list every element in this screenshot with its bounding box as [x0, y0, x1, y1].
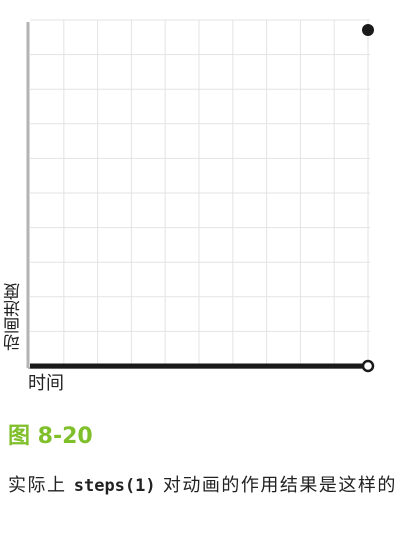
caption-code: steps(1) [73, 476, 156, 496]
chart-grid [30, 19, 370, 367]
caption-text-after: 对动画的作用结果是这样的 [155, 475, 397, 496]
y-axis-label: 动画进度 [4, 283, 24, 352]
chart-axes [26, 22, 368, 369]
x-axis-label: 时间 [28, 373, 64, 394]
data-point-hollow [361, 359, 375, 373]
chart-series [30, 24, 375, 373]
data-point-filled [362, 24, 374, 36]
step-chart [26, 19, 375, 373]
figure-caption: 实际上 steps(1) 对动画的作用结果是这样的 [8, 470, 408, 502]
caption-text-before: 实际上 [8, 475, 74, 496]
figure-label: 图 8-20 [8, 424, 93, 449]
